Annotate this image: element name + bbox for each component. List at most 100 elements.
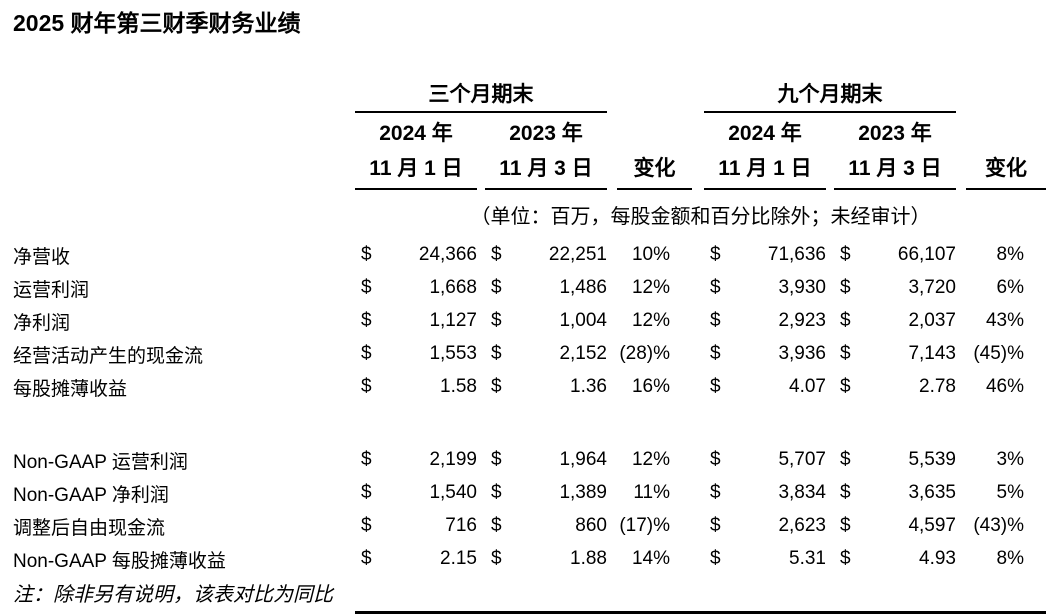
gap-cell [692,149,704,189]
currency-symbol: $ [361,244,372,266]
currency-symbol: $ [840,343,851,365]
currency-symbol: $ [361,548,372,570]
value-cell: 2,152 [559,343,607,365]
currency-symbol: $ [361,376,372,398]
year-header-row: 2024 年 2023 年 2024 年 2023 年 [13,112,1046,149]
value-cell: 1,004 [559,310,607,332]
gap-cell [826,149,834,189]
currency-symbol: $ [361,310,372,332]
currency-symbol: $ [840,482,851,504]
change-cell: (28)% [619,343,670,365]
value-cell: 22,251 [548,244,607,266]
value-cell: 1,486 [559,277,607,299]
header-spacer [13,189,355,239]
gap-cell [692,305,704,338]
gap-cell [607,305,617,338]
value-cell: 2,623 [778,515,826,537]
gap-cell [956,338,966,371]
gap-cell [826,510,834,543]
footnote: 注：除非另有说明，该表对比为同比 [13,583,333,606]
value-cell: 2,923 [778,310,826,332]
row-label: 净利润 [13,312,71,334]
col-header-date-2023: 11 月 3 日 [485,148,607,190]
section-spacer [13,404,1046,444]
currency-symbol: $ [840,548,851,570]
gap-cell [956,78,966,112]
row-label: 净营收 [13,246,71,268]
col-header-year-2023: 2023 年 [509,121,583,145]
col-header-year-2024: 2024 年 [379,121,453,145]
table-row: Non-GAAP 每股摊薄收益 $2.15 $1.88 14% $5.31 $4.93 8% [13,543,1046,576]
group-header-row: 三个月期末 九个月期末 [13,77,1046,113]
gap-cell [956,112,966,149]
value-cell: 2,037 [908,310,956,332]
gap-cell [692,272,704,305]
col-header-change: 变化 [617,148,692,190]
financial-results-table: 三个月期末 九个月期末 2024 年 2023 年 2024 年 2023 年 … [13,77,1046,576]
change-cell: 14% [631,548,670,570]
change-cell: 12% [631,310,670,332]
value-cell: 3,720 [908,277,956,299]
gap-cell [692,78,704,112]
gap-cell [956,272,966,305]
change-cell: 5% [996,482,1024,504]
row-label: Non-GAAP 每股摊薄收益 [13,550,226,572]
change-cell: 10% [631,244,670,266]
gap-cell [477,149,485,189]
gap-cell [477,272,485,305]
value-cell: 1.36 [570,376,607,398]
gap-cell [826,305,834,338]
change-cell: 16% [631,376,670,398]
value-cell: 5.31 [789,548,826,570]
change-cell: 12% [631,277,670,299]
value-cell: 1,553 [429,343,477,365]
col-header-date-2024: 11 月 1 日 [704,148,826,190]
gap-cell [956,239,966,272]
value-cell: 1,964 [559,449,607,471]
header-spacer [13,112,355,149]
currency-symbol: $ [361,482,372,504]
currency-symbol: $ [840,376,851,398]
col-header-date-2024: 11 月 1 日 [355,148,477,190]
gap-cell [956,477,966,510]
table-row: 每股摊薄收益 $1.58 $1.36 16% $4.07 $2.78 46% [13,371,1046,404]
gap-cell [956,305,966,338]
gap-cell [826,477,834,510]
value-cell: 71,636 [767,244,826,266]
row-label: 调整后自由现金流 [13,517,166,539]
table-body: 净营收 $24,366 $22,251 10% $71,636 $66,107 8% 运营利润… [13,239,1046,576]
change-cell: 12% [631,449,670,471]
currency-symbol: $ [710,343,721,365]
currency-symbol: $ [710,376,721,398]
table-row: 经营活动产生的现金流 $1,553 $2,152 (28)% $3,936 $7,143 (… [13,338,1046,371]
currency-symbol: $ [361,343,372,365]
gap-cell [607,477,617,510]
value-cell: 4.07 [789,376,826,398]
value-cell: 2.15 [440,548,477,570]
table-row: Non-GAAP 净利润 $1,540 $1,389 11% $3,834 $3,635 5… [13,477,1046,510]
gap-cell [607,239,617,272]
gap-cell [692,338,704,371]
gap-cell [956,371,966,404]
change-cell: 43% [985,310,1024,332]
currency-symbol: $ [361,277,372,299]
col-header-year-2024: 2024 年 [728,121,802,145]
change-cell: 11% [633,482,670,504]
currency-symbol: $ [491,310,502,332]
date-header-row: 11 月 1 日 11 月 3 日 变化 11 月 1 日 11 月 3 日 变… [13,148,1046,190]
col-header-change: 变化 [966,148,1046,190]
table-row: 调整后自由现金流 $716 $860 (17)% $2,623 $4,597 (43)% [13,510,1046,543]
header-spacer [966,112,1046,149]
header-spacer [617,78,692,112]
table-row: 净营收 $24,366 $22,251 10% $71,636 $66,107 8% [13,239,1046,272]
gap-cell [692,444,704,477]
currency-symbol: $ [710,449,721,471]
header-spacer [966,78,1046,112]
currency-symbol: $ [361,515,372,537]
gap-cell [607,444,617,477]
units-note-row: （单位：百万，每股金额和百分比除外；未经审计） [13,189,1046,239]
row-label: 运营利润 [13,279,90,301]
value-cell: 3,936 [778,343,826,365]
currency-symbol: $ [840,277,851,299]
gap-cell [607,543,617,576]
